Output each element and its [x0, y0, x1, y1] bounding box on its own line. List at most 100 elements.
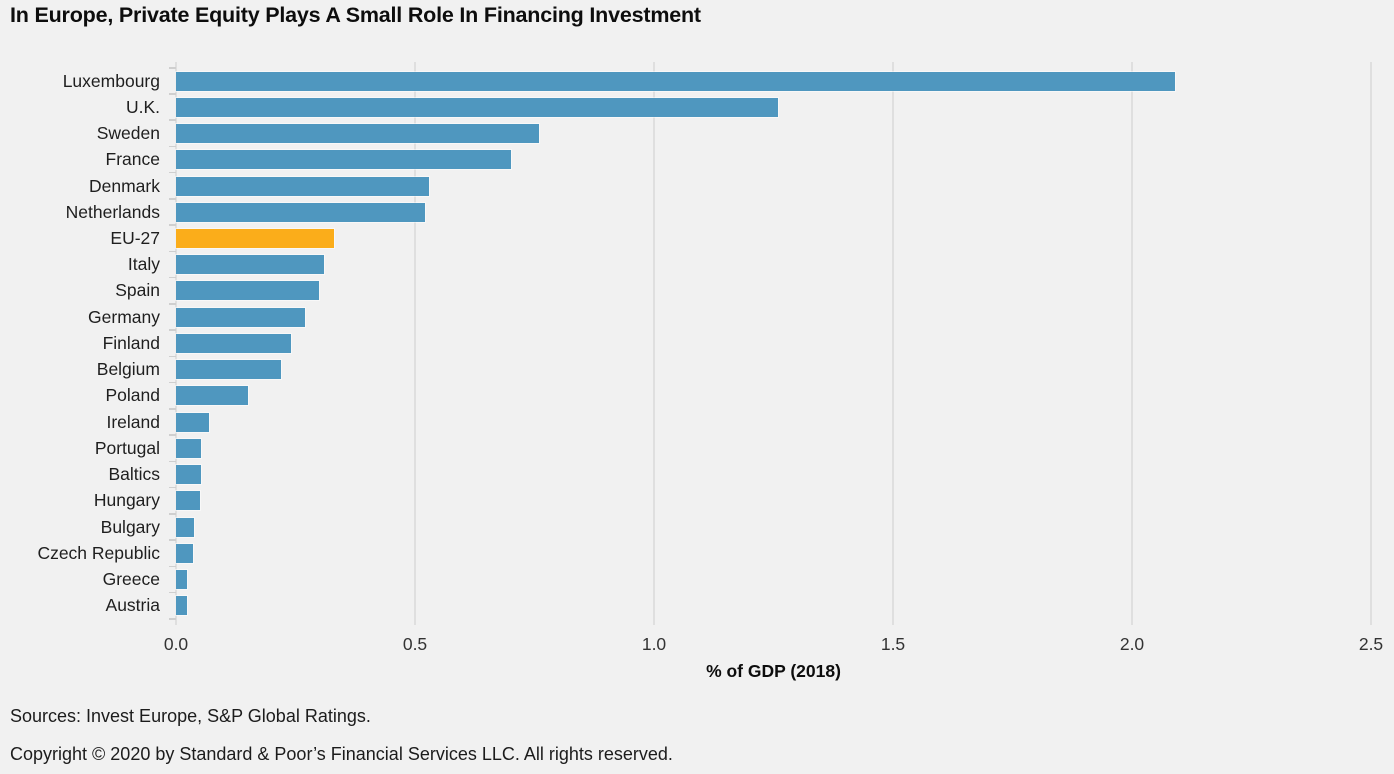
bar	[176, 491, 200, 511]
bar-row: Finland	[103, 330, 1371, 356]
y-axis-tick	[169, 303, 176, 305]
bar	[176, 360, 282, 380]
bar-row: France	[106, 147, 1371, 173]
bar-row: Poland	[106, 383, 1371, 409]
category-label: Austria	[105, 595, 160, 616]
y-axis-tick	[169, 434, 176, 436]
bar	[176, 517, 195, 537]
y-axis-tick	[169, 145, 176, 148]
bar	[176, 281, 320, 301]
y-axis-tick	[169, 171, 176, 174]
bar	[176, 570, 188, 590]
bar	[176, 386, 248, 406]
bar	[176, 543, 194, 563]
category-label: U.K.	[125, 96, 160, 117]
category-label: Luxembourg	[62, 70, 160, 91]
y-axis-tick	[169, 250, 176, 253]
y-axis-tick	[169, 486, 176, 489]
bar	[176, 412, 210, 432]
category-label: Finland	[102, 332, 160, 353]
y-axis-tick	[169, 539, 176, 541]
bar	[176, 333, 291, 353]
bar	[176, 202, 425, 222]
category-label: Hungary	[93, 490, 160, 511]
gridline	[892, 62, 894, 625]
x-axis-ticks: 0.0 0.5 1.0 1.5 2.0 2.5	[164, 634, 1383, 656]
bar	[176, 176, 430, 196]
y-axis-tick	[169, 67, 176, 69]
category-label: Italy	[127, 254, 160, 275]
x-axis-label: % of GDP (2018)	[706, 661, 841, 681]
bar-row: U.K.	[126, 94, 1371, 120]
category-label: Ireland	[106, 411, 160, 432]
x-tick-label: 0.0	[163, 634, 189, 654]
x-tick-label: 0.5	[402, 634, 428, 654]
bar-row: Germany	[88, 304, 1371, 330]
category-label: Sweden	[96, 123, 160, 144]
bar-row: Sweden	[97, 120, 1371, 146]
bar-row: Belgium	[97, 357, 1371, 383]
gridline	[1131, 62, 1133, 625]
y-axis-tick	[169, 408, 176, 410]
category-label: Czech Republic	[37, 542, 160, 563]
bar	[176, 124, 540, 144]
category-label: Netherlands	[65, 201, 160, 222]
x-tick-label: 1.5	[880, 634, 906, 654]
bar-row: EU-27	[110, 225, 1371, 251]
y-axis-tick	[169, 355, 176, 358]
category-label: Germany	[88, 306, 160, 327]
y-axis-tick	[169, 513, 176, 515]
bar	[176, 150, 511, 170]
y-axis-tick	[169, 276, 176, 279]
category-label: Denmark	[89, 175, 160, 196]
copyright-text: Copyright © 2020 by Standard & Poor’s Fi…	[10, 744, 673, 764]
bar-row: Baltics	[108, 462, 1371, 488]
category-label: Spain	[115, 280, 160, 301]
gridline	[1370, 62, 1372, 625]
bar	[176, 465, 201, 485]
x-tick-label: 1.0	[641, 634, 667, 654]
category-label: Portugal	[94, 437, 160, 458]
chart-title: In Europe, Private Equity Plays A Small …	[10, 3, 701, 27]
bar-row: Ireland	[106, 409, 1371, 435]
y-axis-tick	[169, 460, 176, 463]
category-label: Greece	[102, 569, 160, 590]
gridline	[653, 62, 655, 625]
bar-row: Bulgary	[101, 514, 1371, 540]
bar-row: Czech Republic	[37, 540, 1371, 566]
category-label: Poland	[105, 385, 161, 406]
category-label: Bulgary	[100, 516, 160, 537]
bar-row: Portugal	[95, 435, 1371, 461]
bar-row: Spain	[115, 278, 1371, 304]
y-axis-tick	[169, 224, 176, 226]
bar-row: Austria	[106, 593, 1371, 619]
bar-row: Greece	[103, 566, 1371, 592]
bar	[176, 596, 187, 616]
y-axis-tick	[169, 591, 176, 594]
bar-row: Denmark	[89, 173, 1371, 199]
category-label: France	[105, 149, 160, 170]
bar	[176, 307, 306, 327]
bar-row: Hungary	[94, 488, 1371, 514]
category-label: EU-27	[110, 228, 160, 249]
bar-rows: Luxembourg U.K. Sweden France Denmark Netherl…	[37, 68, 1371, 619]
x-tick-label: 2.5	[1358, 634, 1384, 654]
y-axis-tick	[169, 381, 176, 384]
bar	[176, 255, 325, 275]
bar-highlight	[176, 229, 334, 249]
bar-row: Italy	[128, 252, 1371, 278]
bar-row: Luxembourg	[63, 68, 1371, 94]
category-label: Belgium	[96, 359, 160, 380]
bar	[176, 438, 202, 458]
y-axis-tick	[169, 565, 176, 568]
sources-text: Sources: Invest Europe, S&P Global Ratin…	[10, 706, 371, 726]
y-axis-tick	[169, 119, 176, 121]
plot-area: Luxembourg U.K. Sweden France Denmark Netherl…	[37, 62, 1372, 625]
bar	[176, 97, 779, 117]
gridline	[414, 62, 416, 625]
bar	[176, 71, 1176, 91]
bar-row: Netherlands	[66, 199, 1371, 225]
y-axis-tick	[169, 198, 176, 200]
x-tick-label: 2.0	[1119, 634, 1145, 654]
